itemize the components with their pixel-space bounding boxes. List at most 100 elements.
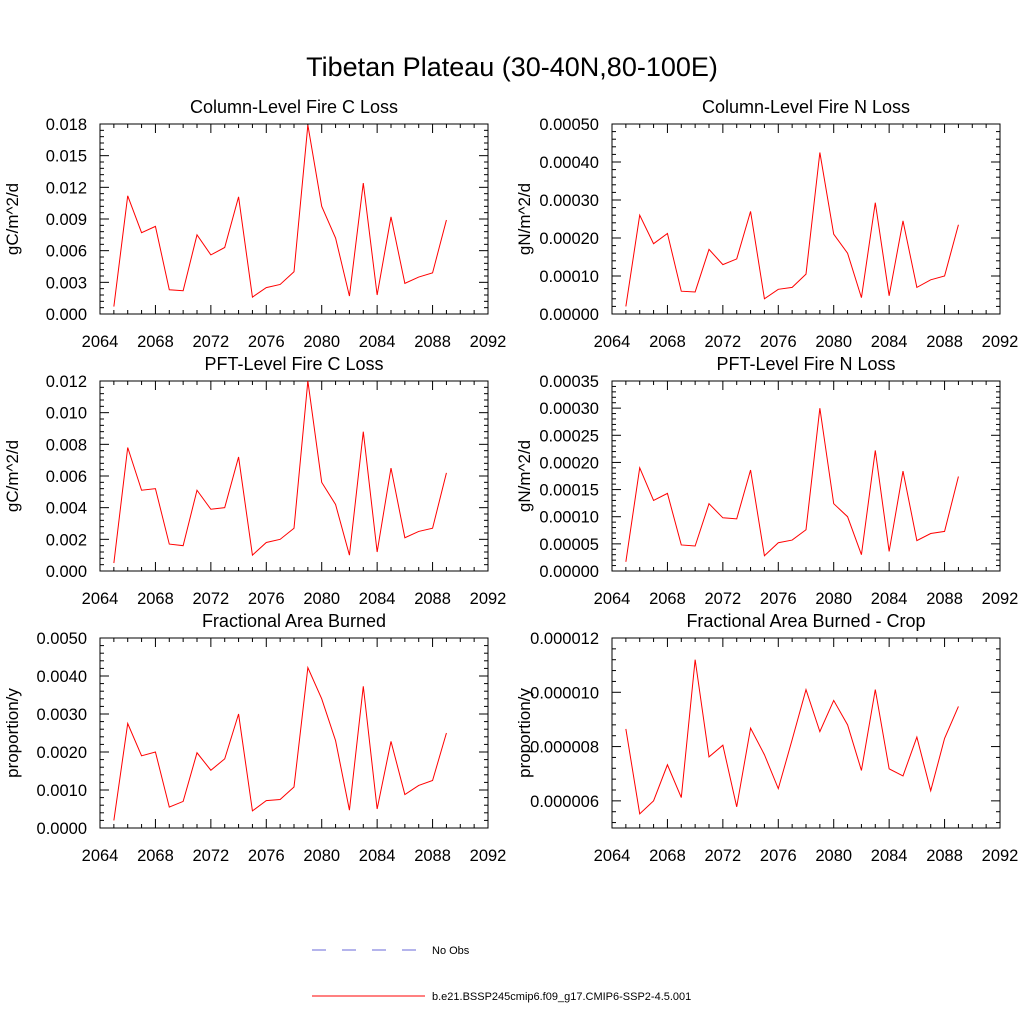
series-line [113, 380, 447, 564]
y-tick-label: 0.00000 [539, 306, 599, 324]
y-tick-label: 0.008 [46, 436, 87, 454]
y-tick-label: 0.00015 [539, 482, 599, 500]
panel-title: Column-Level Fire C Loss [190, 97, 398, 117]
y-tick-label: 0.000008 [530, 739, 599, 757]
y-tick-label: 0.00025 [539, 427, 599, 445]
x-tick-label: 2084 [871, 590, 908, 608]
x-tick-label: 2092 [470, 333, 507, 351]
panel-title: PFT-Level Fire N Loss [716, 354, 895, 374]
legend-model-label: b.e21.BSSP245cmip6.f09_g17.CMIP6-SSP2-4.… [432, 991, 691, 1003]
x-tick-label: 2068 [137, 847, 174, 865]
y-tick-label: 0.000010 [530, 684, 599, 702]
y-tick-label: 0.0020 [37, 744, 87, 762]
x-tick-label: 2072 [192, 333, 229, 351]
figure-title: Tibetan Plateau (30-40N,80-100E) [306, 52, 718, 82]
x-tick-label: 2068 [137, 590, 174, 608]
y-tick-label: 0.0030 [37, 706, 87, 724]
x-tick-label: 2080 [815, 847, 852, 865]
x-tick-label: 2080 [303, 590, 340, 608]
y-tick-label: 0.003 [46, 274, 87, 292]
y-axis-label: gN/m^2/d [515, 183, 534, 255]
y-tick-label: 0.0040 [37, 668, 87, 686]
x-tick-label: 2072 [704, 847, 741, 865]
series-line [625, 152, 959, 307]
x-tick-label: 2064 [82, 590, 119, 608]
panel-2: Column-Level Fire N Loss 2064 2068 2072 2076… [515, 97, 1018, 351]
y-tick-label: 0.00010 [539, 268, 599, 286]
x-tick-label: 2092 [470, 590, 507, 608]
x-tick-label: 2072 [704, 590, 741, 608]
y-tick-label: 0.000 [46, 563, 87, 581]
x-tick-label: 2080 [303, 847, 340, 865]
y-tick-label: 0.00010 [539, 509, 599, 527]
x-tick-label: 2072 [192, 590, 229, 608]
x-tick-label: 2064 [594, 590, 631, 608]
x-tick-label: 2092 [982, 847, 1019, 865]
x-tick-label: 2064 [594, 333, 631, 351]
y-tick-label: 0.015 [46, 148, 87, 166]
x-tick-label: 2092 [470, 847, 507, 865]
x-tick-label: 2092 [982, 333, 1019, 351]
legend: No Obs b.e21.BSSP245cmip6.f09_g17.CMIP6-… [312, 945, 691, 1003]
x-tick-label: 2072 [704, 333, 741, 351]
x-tick-label: 2076 [248, 333, 285, 351]
x-tick-label: 2064 [82, 333, 119, 351]
y-axis-label: gN/m^2/d [515, 440, 534, 512]
panel-3: PFT-Level Fire C Loss 2064 2068 2072 2076 208… [3, 354, 506, 608]
x-tick-label: 2072 [192, 847, 229, 865]
series-line [113, 665, 447, 821]
x-tick-label: 2064 [82, 847, 119, 865]
x-tick-label: 2064 [594, 847, 631, 865]
x-tick-label: 2068 [649, 333, 686, 351]
x-tick-label: 2080 [815, 590, 852, 608]
y-axis-label: gC/m^2/d [3, 440, 22, 512]
x-tick-label: 2084 [871, 847, 908, 865]
x-tick-label: 2076 [760, 333, 797, 351]
x-tick-label: 2076 [248, 847, 285, 865]
x-tick-label: 2088 [926, 590, 963, 608]
x-tick-label: 2076 [760, 590, 797, 608]
y-tick-label: 0.00040 [539, 154, 599, 172]
x-tick-label: 2068 [649, 590, 686, 608]
x-tick-label: 2088 [926, 847, 963, 865]
series-line [625, 408, 959, 562]
x-tick-label: 2088 [414, 847, 451, 865]
y-tick-label: 0.0010 [37, 782, 87, 800]
y-tick-label: 0.010 [46, 405, 87, 423]
x-tick-label: 2080 [815, 333, 852, 351]
x-tick-label: 2088 [414, 333, 451, 351]
panel-4: PFT-Level Fire N Loss 2064 2068 2072 2076 208… [515, 354, 1018, 608]
y-tick-label: 0.00030 [539, 400, 599, 418]
panel-6: Fractional Area Burned - Crop 2064 2068 207… [515, 611, 1018, 865]
x-tick-label: 2092 [982, 590, 1019, 608]
legend-no-obs-label: No Obs [432, 945, 470, 957]
x-tick-label: 2088 [926, 333, 963, 351]
x-tick-label: 2084 [871, 333, 908, 351]
y-tick-label: 0.00035 [539, 373, 599, 391]
y-tick-label: 0.012 [46, 373, 87, 391]
x-tick-label: 2084 [359, 333, 396, 351]
panel-title: Fractional Area Burned [202, 611, 386, 631]
x-tick-label: 2068 [649, 847, 686, 865]
x-tick-label: 2084 [359, 847, 396, 865]
x-tick-label: 2084 [359, 590, 396, 608]
y-tick-label: 0.00050 [539, 116, 599, 134]
y-tick-label: 0.00020 [539, 230, 599, 248]
y-tick-label: 0.006 [46, 468, 87, 486]
y-tick-label: 0.000012 [530, 630, 599, 648]
y-tick-label: 0.00000 [539, 563, 599, 581]
y-tick-label: 0.012 [46, 179, 87, 197]
y-tick-label: 0.002 [46, 531, 87, 549]
y-tick-label: 0.018 [46, 116, 87, 134]
panel-title: Column-Level Fire N Loss [702, 97, 910, 117]
y-tick-label: 0.009 [46, 211, 87, 229]
y-axis-label: proportion/y [3, 688, 22, 778]
y-tick-label: 0.00030 [539, 192, 599, 210]
panel-5: Fractional Area Burned 2064 2068 2072 2076 20… [3, 611, 506, 865]
x-tick-label: 2088 [414, 590, 451, 608]
y-tick-label: 0.006 [46, 243, 87, 261]
series-line [625, 659, 959, 815]
y-tick-label: 0.0050 [37, 630, 87, 648]
